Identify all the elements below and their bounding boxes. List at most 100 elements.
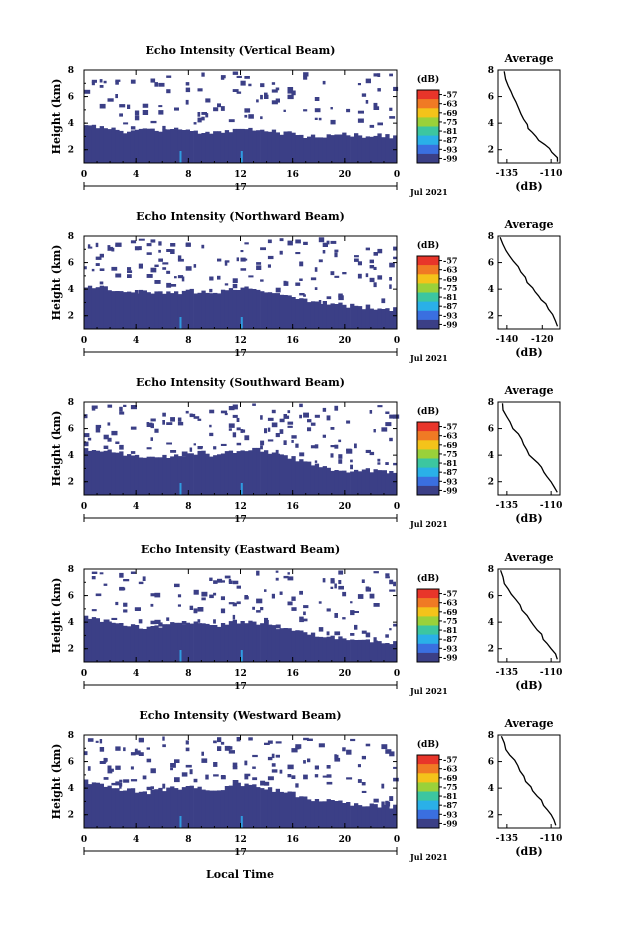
x-tick-label: 4: [133, 669, 139, 679]
echo-speckle: [252, 606, 255, 610]
average-title: Average: [503, 384, 553, 397]
echo-speckle: [127, 267, 132, 271]
echo-speckle: [123, 122, 129, 125]
echo-column: [189, 453, 194, 495]
echo-column: [95, 287, 100, 329]
echo-column: [326, 636, 331, 662]
echo-column: [115, 129, 120, 163]
echo-speckle: [314, 267, 318, 272]
echo-column: [303, 796, 308, 828]
echo-column: [158, 131, 163, 163]
echo-column: [377, 641, 382, 662]
echo-speckle: [338, 295, 344, 301]
echo-speckle: [393, 86, 399, 91]
echo-column: [181, 456, 187, 495]
echo-column: [264, 624, 269, 662]
echo-column: [84, 779, 89, 828]
echo-column: [201, 133, 206, 163]
echo-column: [240, 450, 245, 495]
y-tick-label: 4: [68, 451, 74, 461]
average-x-tick-label: -135: [496, 834, 519, 844]
echo-speckle: [334, 405, 339, 411]
echo-column: [240, 287, 245, 329]
echo-speckle: [365, 743, 371, 747]
echo-column: [130, 455, 136, 495]
echo-column: [185, 453, 190, 495]
echo-speckle: [217, 737, 222, 743]
echo-column: [252, 621, 257, 662]
echo-column: [330, 470, 335, 495]
echo-column: [393, 135, 398, 163]
echo-speckle: [310, 277, 317, 281]
echo-speckle: [162, 744, 166, 748]
y-tick-label: 8: [68, 398, 74, 408]
echo-column: [87, 125, 93, 163]
echo-speckle: [115, 79, 121, 82]
echo-column: [381, 474, 386, 495]
echo-speckle: [287, 572, 290, 575]
echo-speckle: [177, 594, 182, 598]
x-tick-label: 12: [234, 835, 247, 845]
echo-speckle: [174, 583, 180, 588]
echo-column: [361, 639, 367, 662]
echo-speckle: [170, 417, 175, 422]
echo-speckle: [138, 246, 142, 251]
echo-speckle: [264, 781, 270, 786]
echo-speckle: [134, 748, 138, 752]
echo-speckle: [166, 617, 170, 621]
date-label: Jul 2021: [409, 852, 448, 862]
echo-speckle: [232, 780, 239, 785]
echo-speckle: [213, 740, 217, 744]
average-x-axis-label: (dB): [515, 679, 542, 692]
echo-speckle: [271, 753, 275, 759]
echo-speckle: [275, 287, 281, 293]
echo-column: [166, 787, 171, 828]
echo-speckle: [232, 404, 238, 410]
echo-column: [201, 290, 206, 329]
echo-column: [318, 304, 324, 329]
x-tick-label: 16: [286, 502, 299, 512]
echo-speckle: [369, 265, 375, 269]
echo-speckle: [303, 241, 308, 245]
colorbar-label: -81: [443, 625, 457, 635]
echo-speckle: [150, 603, 154, 607]
echo-speckle: [232, 278, 238, 283]
echo-column: [256, 447, 261, 495]
echo-speckle: [338, 293, 343, 298]
echo-field: [84, 570, 398, 662]
x-tick-label: 20: [339, 669, 352, 679]
echo-speckle: [377, 405, 383, 408]
echo-speckle: [107, 768, 113, 774]
echo-column: [299, 796, 304, 828]
echo-column: [299, 630, 304, 662]
echo-column: [291, 630, 296, 662]
y-tick-label: 6: [68, 592, 74, 602]
colorbar-segment: [417, 755, 439, 765]
echo-column: [338, 134, 343, 163]
echo-speckle: [267, 756, 273, 761]
echo-column: [314, 636, 320, 662]
echo-column: [295, 461, 300, 495]
echo-speckle: [107, 98, 114, 102]
echo-speckle: [115, 781, 120, 786]
echo-column: [365, 806, 370, 828]
echo-column: [267, 453, 273, 495]
echo-column: [314, 301, 320, 329]
echo-speckle: [220, 741, 225, 745]
colorbar-segment: [417, 256, 439, 266]
echo-speckle: [287, 601, 293, 606]
echo-column: [213, 131, 218, 163]
echo-column: [279, 134, 284, 163]
echo-speckle: [146, 422, 153, 427]
echo-speckle: [354, 258, 359, 262]
echo-speckle: [220, 596, 225, 601]
echo-column: [330, 800, 335, 828]
echo-speckle: [119, 113, 123, 117]
echo-column: [357, 805, 363, 828]
echo-speckle: [279, 250, 283, 255]
echo-speckle: [158, 241, 162, 246]
echo-column: [240, 786, 245, 828]
echo-speckle: [381, 470, 387, 476]
echo-column: [291, 791, 296, 828]
echo-speckle: [283, 440, 287, 445]
